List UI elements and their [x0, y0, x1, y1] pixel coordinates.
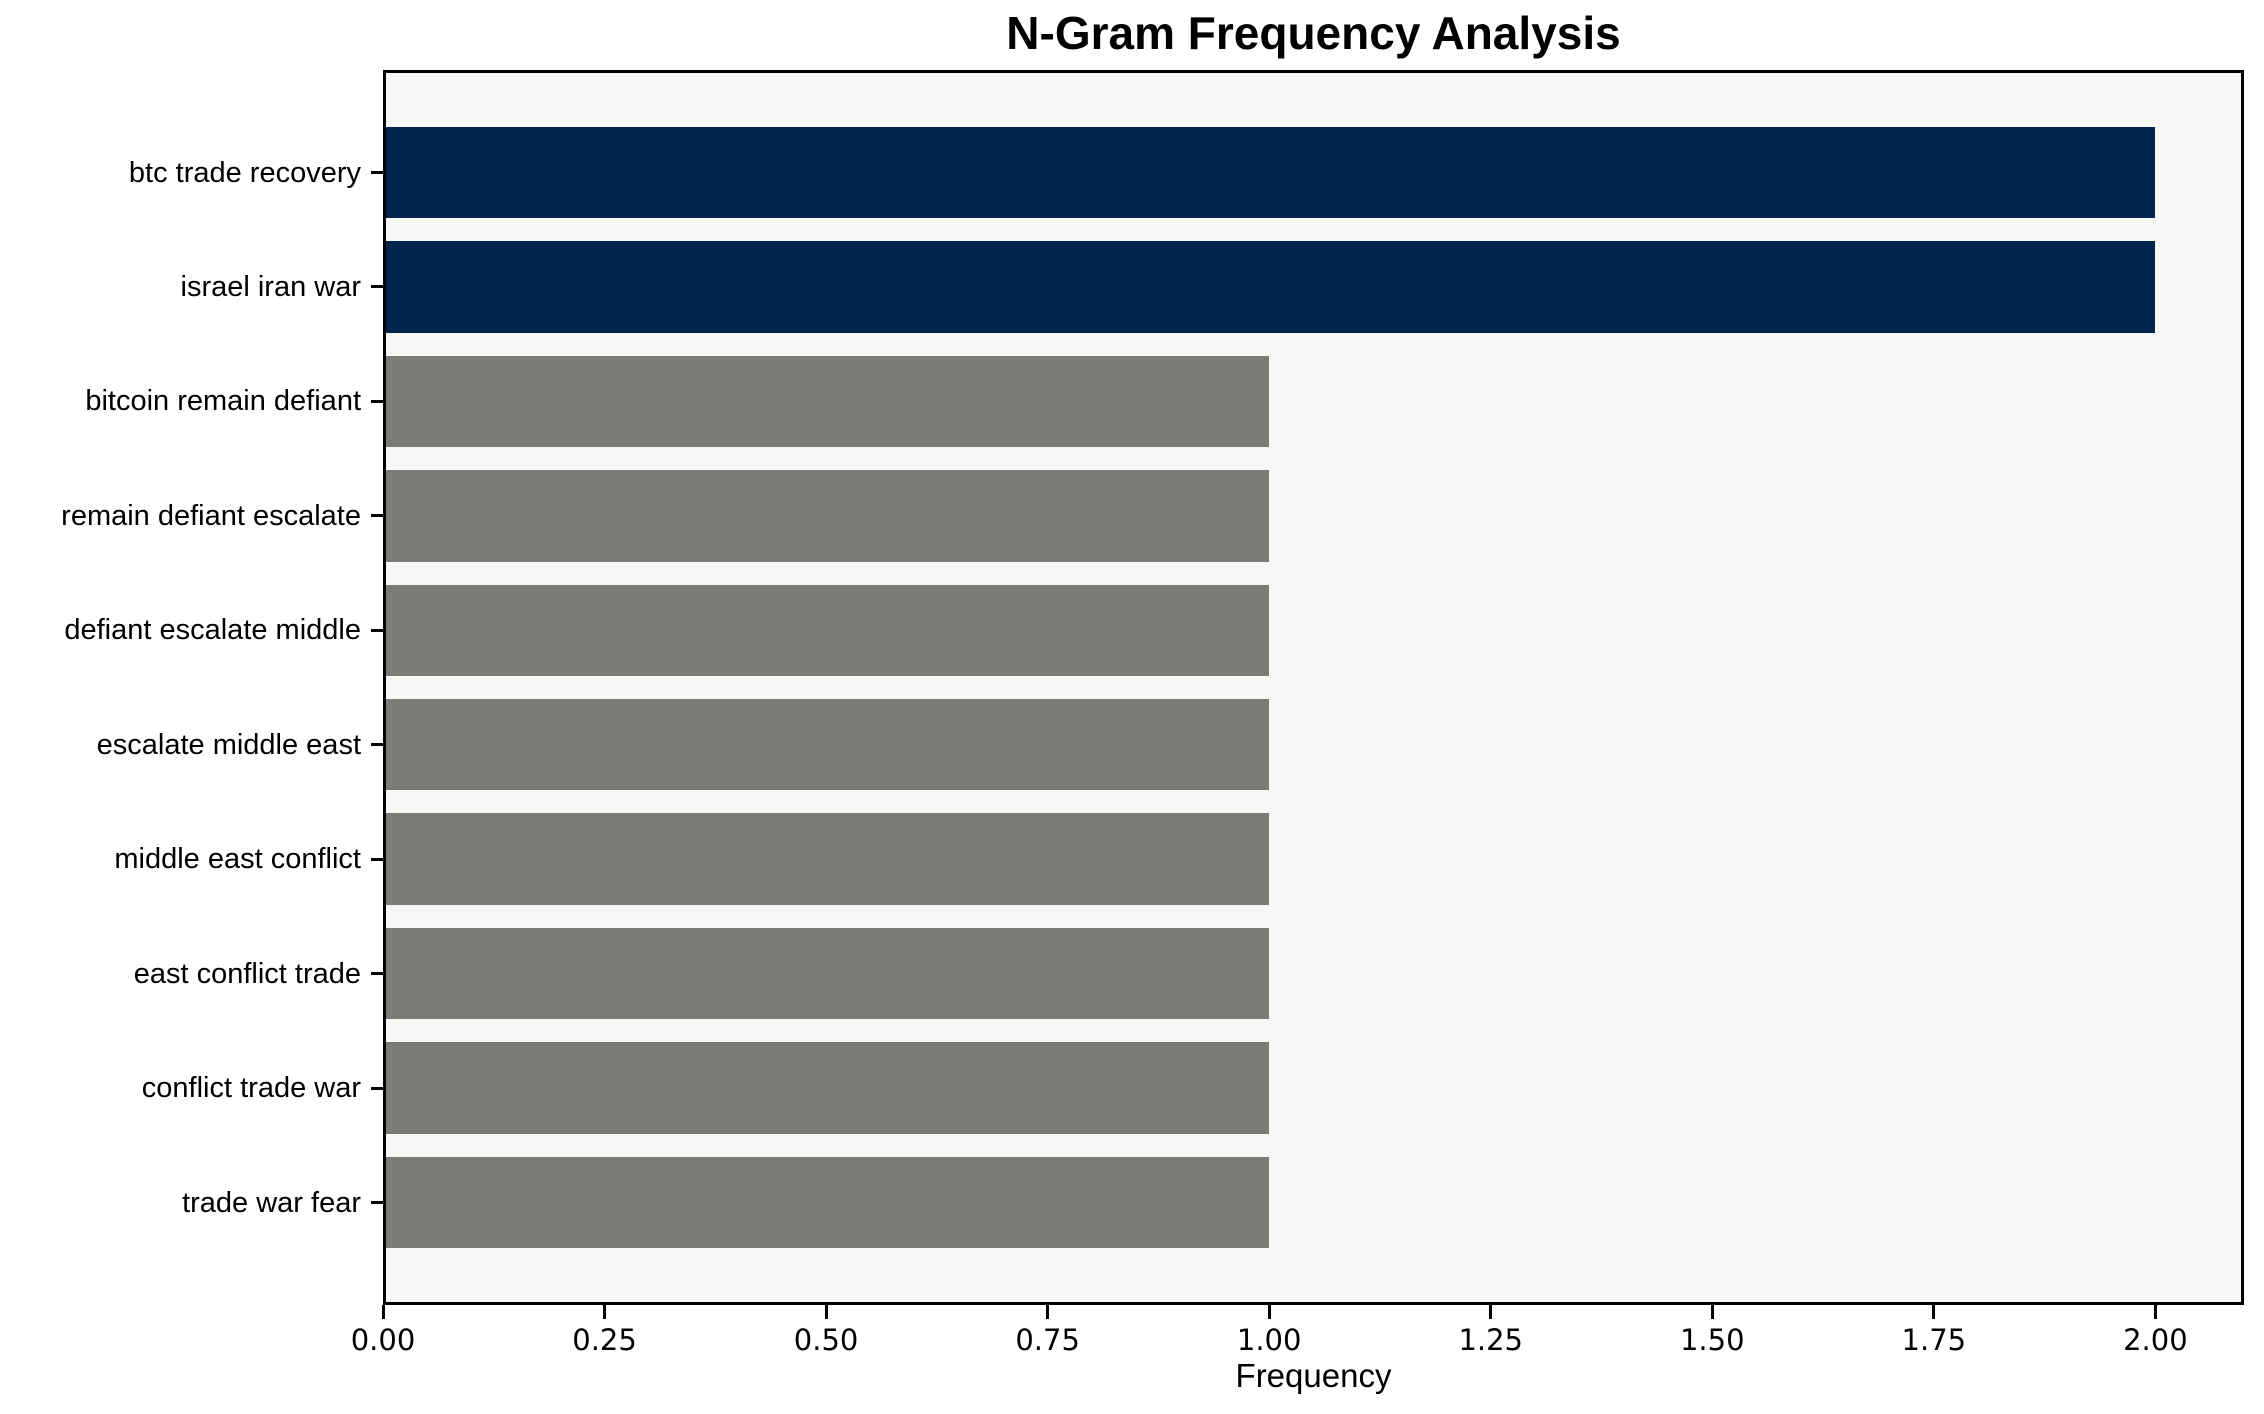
- x-tick-label: 2.00: [2123, 1323, 2188, 1357]
- category-label: israel iran war: [180, 270, 362, 303]
- bar: [383, 698, 1270, 791]
- bar: [383, 1042, 1270, 1134]
- x-tick-label: 1.75: [1901, 1323, 1967, 1357]
- bar: [383, 927, 1270, 1020]
- x-tick-label: 0.00: [350, 1323, 416, 1357]
- y-tick-mark: [371, 514, 383, 518]
- y-tick-mark: [371, 399, 383, 403]
- category-label: remain defiant escalate: [61, 499, 361, 532]
- x-tick-mark: [603, 1305, 607, 1319]
- y-tick-mark: [371, 857, 383, 861]
- bar: [383, 355, 1270, 448]
- x-tick-mark: [1489, 1305, 1493, 1319]
- y-tick-mark: [371, 972, 383, 976]
- bar: [383, 1156, 1270, 1249]
- y-tick-mark: [371, 743, 383, 747]
- x-tick-mark: [381, 1305, 385, 1319]
- category-label: trade war fear: [182, 1186, 361, 1219]
- x-tick-mark: [2153, 1305, 2157, 1319]
- bar: [383, 241, 2156, 333]
- category-label: conflict trade war: [141, 1072, 361, 1105]
- x-tick-label: 0.75: [1015, 1323, 1080, 1357]
- x-tick-mark: [824, 1305, 828, 1319]
- y-tick-mark: [371, 171, 383, 174]
- bar: [383, 813, 1270, 905]
- bar: [383, 126, 2156, 219]
- y-tick-mark: [371, 628, 383, 632]
- category-label: escalate middle east: [96, 728, 361, 761]
- bar: [383, 470, 1270, 562]
- x-tick-mark: [1932, 1305, 1936, 1319]
- x-tick-label: 1.25: [1458, 1323, 1524, 1357]
- x-tick-label: 0.25: [572, 1323, 637, 1357]
- x-tick-label: 1.00: [1236, 1323, 1302, 1357]
- x-tick-label: 0.50: [793, 1323, 859, 1357]
- x-tick-mark: [1710, 1305, 1714, 1319]
- x-tick-label: 1.50: [1679, 1323, 1745, 1357]
- category-label: bitcoin remain defiant: [85, 385, 361, 418]
- category-label: east conflict trade: [133, 957, 361, 990]
- category-label: btc trade recovery: [128, 156, 361, 189]
- y-tick-mark: [371, 1201, 383, 1204]
- bar: [383, 584, 1270, 677]
- x-axis-title: Frequency: [1235, 1357, 1392, 1394]
- x-tick-mark: [1267, 1305, 1271, 1319]
- chart-title: N-Gram Frequency Analysis: [1006, 7, 1621, 59]
- category-label: defiant escalate middle: [64, 614, 361, 647]
- category-label: middle east conflict: [114, 843, 361, 876]
- x-tick-mark: [1046, 1305, 1050, 1319]
- y-tick-mark: [371, 285, 383, 289]
- y-tick-mark: [371, 1086, 383, 1090]
